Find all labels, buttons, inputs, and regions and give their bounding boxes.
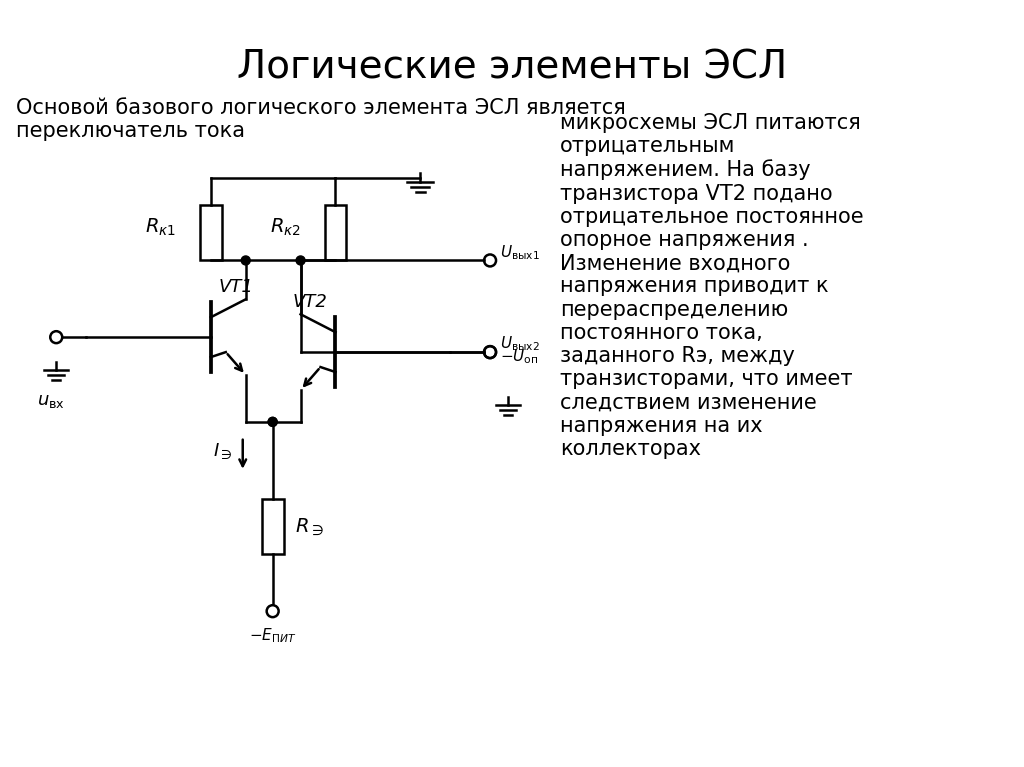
- Text: $u_{\rm вх}$: $u_{\rm вх}$: [37, 392, 66, 410]
- Text: микросхемы ЭСЛ питаются
отрицательным
напряжением. На базу
транзистора VT2 подан: микросхемы ЭСЛ питаются отрицательным на…: [560, 113, 863, 459]
- Circle shape: [296, 256, 305, 265]
- Circle shape: [268, 417, 278, 426]
- Text: $-E_{\Pi И Т}$: $-E_{\Pi И Т}$: [249, 626, 297, 645]
- Bar: [262, 499, 284, 555]
- Text: VT1: VT1: [219, 278, 254, 296]
- Bar: [200, 205, 222, 261]
- Circle shape: [268, 417, 278, 426]
- Text: Основой базового логического элемента ЭСЛ является
переключатель тока: Основой базового логического элемента ЭС…: [16, 98, 626, 141]
- Bar: [325, 205, 346, 261]
- Text: $-U_{\rm оп}$: $-U_{\rm оп}$: [500, 347, 539, 367]
- Text: Логические элементы ЭСЛ: Логические элементы ЭСЛ: [237, 48, 787, 86]
- Circle shape: [242, 256, 250, 265]
- Text: $R_{\kappa1}$: $R_{\kappa1}$: [145, 217, 176, 239]
- Text: $U_{\rm вых2}$: $U_{\rm вых2}$: [500, 334, 540, 354]
- Text: $U_{\rm вых1}$: $U_{\rm вых1}$: [500, 243, 540, 262]
- Text: $R_{\ni}$: $R_{\ni}$: [295, 516, 324, 537]
- Text: $R_{\kappa2}$: $R_{\kappa2}$: [269, 217, 301, 239]
- Text: VT2: VT2: [293, 293, 328, 311]
- Text: $I_{\ni}$: $I_{\ni}$: [213, 442, 232, 462]
